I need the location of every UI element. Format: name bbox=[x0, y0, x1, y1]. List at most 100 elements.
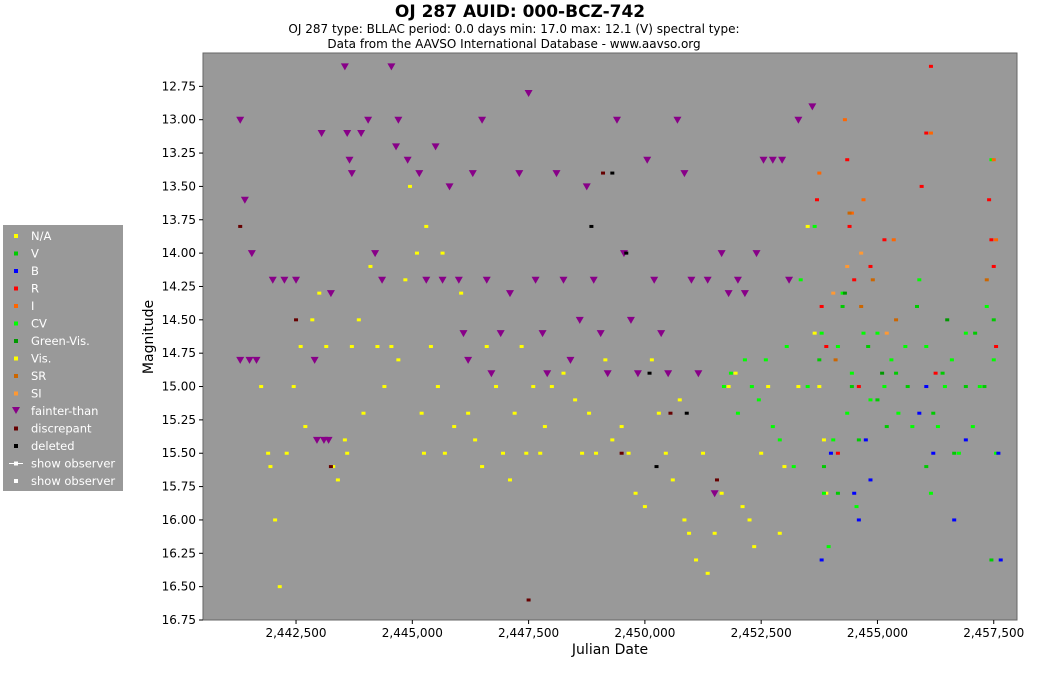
chart-title: OJ 287 AUID: 000-BCZ-742 bbox=[395, 2, 645, 22]
data-point-b bbox=[998, 558, 1003, 562]
y-tick-label: 14.75 bbox=[162, 346, 196, 360]
data-point-vis bbox=[375, 345, 380, 349]
data-point-vis bbox=[782, 465, 787, 469]
data-point-vis bbox=[480, 465, 485, 469]
legend-marker bbox=[14, 321, 18, 326]
data-point-deleted bbox=[589, 224, 594, 228]
data-point-vis bbox=[466, 411, 471, 415]
data-point-cv bbox=[831, 438, 836, 442]
data-point-fainter-than bbox=[559, 276, 568, 284]
data-point-vis bbox=[642, 505, 647, 509]
data-point-r bbox=[994, 345, 999, 349]
data-point-cv bbox=[777, 438, 782, 442]
data-point-vis bbox=[342, 438, 347, 442]
data-point-vis bbox=[268, 465, 273, 469]
data-point-r bbox=[852, 278, 857, 282]
data-point-v bbox=[821, 465, 826, 469]
legend-label: show observer bbox=[31, 457, 115, 471]
data-point-vis bbox=[747, 518, 752, 522]
data-point-cv bbox=[896, 411, 901, 415]
data-point-fainter-than bbox=[324, 436, 333, 444]
data-point-cv bbox=[861, 331, 866, 335]
data-point-fainter-than bbox=[371, 250, 380, 258]
legend-item: V bbox=[14, 247, 39, 261]
data-point-fainter-than bbox=[566, 356, 575, 364]
data-point-fainter-than bbox=[759, 156, 768, 164]
data-point-v bbox=[940, 371, 945, 375]
data-point-si bbox=[884, 331, 889, 335]
data-point-fainter-than bbox=[245, 356, 254, 364]
data-point-cv bbox=[835, 345, 840, 349]
legend-label: Green-Vis. bbox=[31, 334, 90, 348]
data-point-vis bbox=[796, 385, 801, 389]
legend-marker bbox=[14, 339, 18, 343]
data-point-v bbox=[973, 331, 978, 335]
legend-item: I bbox=[14, 299, 34, 313]
data-point-vis bbox=[587, 411, 592, 415]
y-tick-label: 15.00 bbox=[162, 380, 196, 394]
data-point-r bbox=[824, 345, 829, 349]
data-point-vis bbox=[403, 278, 408, 282]
data-point-vis bbox=[382, 385, 387, 389]
legend-label: B bbox=[31, 264, 39, 278]
data-point-cv bbox=[849, 371, 854, 375]
data-point-r bbox=[868, 264, 873, 268]
data-point-fainter-than bbox=[464, 356, 473, 364]
data-point-fainter-than bbox=[543, 370, 552, 378]
data-point-discrepant bbox=[619, 451, 624, 455]
legend-label: SR bbox=[31, 369, 46, 383]
data-point-sr bbox=[833, 358, 838, 362]
chart-info-line: OJ 287 type: BLLAC period: 0.0 days min:… bbox=[288, 22, 739, 36]
data-point-fainter-than bbox=[505, 290, 514, 298]
data-point-v bbox=[914, 304, 919, 308]
legend-item: Vis. bbox=[14, 352, 51, 366]
data-point-cv bbox=[910, 425, 915, 429]
data-point-fainter-than bbox=[657, 330, 666, 338]
data-point-vis bbox=[656, 411, 661, 415]
data-point-sr bbox=[847, 211, 852, 215]
legend-item: show observer bbox=[14, 474, 115, 488]
data-point-vis bbox=[531, 385, 536, 389]
data-point-vis bbox=[452, 425, 457, 429]
data-point-r bbox=[845, 158, 850, 162]
data-point-cv bbox=[935, 425, 940, 429]
data-point-v bbox=[989, 558, 994, 562]
data-point-fainter-than bbox=[694, 370, 703, 378]
data-point-vis bbox=[501, 451, 506, 455]
data-point-vis bbox=[633, 491, 638, 495]
data-point-vis bbox=[259, 385, 264, 389]
data-point-vis bbox=[424, 224, 429, 228]
data-point-fainter-than bbox=[236, 116, 245, 124]
data-point-cv bbox=[798, 278, 803, 282]
data-point-v bbox=[924, 465, 929, 469]
data-point-cv bbox=[735, 411, 740, 415]
legend-background bbox=[3, 225, 123, 491]
data-point-r bbox=[924, 131, 929, 135]
data-point-vis bbox=[649, 358, 654, 362]
data-point-vis bbox=[284, 451, 289, 455]
data-point-vis bbox=[740, 505, 745, 509]
data-point-green-vis bbox=[880, 371, 885, 375]
data-point-fainter-than bbox=[680, 170, 689, 178]
data-point-vis bbox=[519, 345, 524, 349]
data-point-vis bbox=[356, 318, 361, 322]
data-point-vis bbox=[701, 451, 706, 455]
y-tick-label: 16.00 bbox=[162, 513, 196, 527]
data-point-vis bbox=[484, 345, 489, 349]
x-tick-label: 2,442,500 bbox=[265, 626, 326, 640]
data-point-fainter-than bbox=[626, 316, 635, 324]
data-point-vis bbox=[524, 451, 529, 455]
legend-marker bbox=[14, 356, 18, 361]
legend-item: fainter-than bbox=[12, 404, 98, 418]
data-point-fainter-than bbox=[343, 130, 352, 138]
data-point-cv bbox=[889, 358, 894, 362]
data-point-fainter-than bbox=[468, 170, 477, 178]
y-tick-label: 14.25 bbox=[162, 279, 196, 293]
data-point-vis bbox=[349, 345, 354, 349]
data-point-cv bbox=[984, 304, 989, 308]
data-point-vis bbox=[368, 264, 373, 268]
data-point-fainter-than bbox=[310, 356, 319, 364]
legend-marker bbox=[14, 426, 18, 431]
data-point-v bbox=[849, 385, 854, 389]
data-point-cv bbox=[882, 385, 887, 389]
